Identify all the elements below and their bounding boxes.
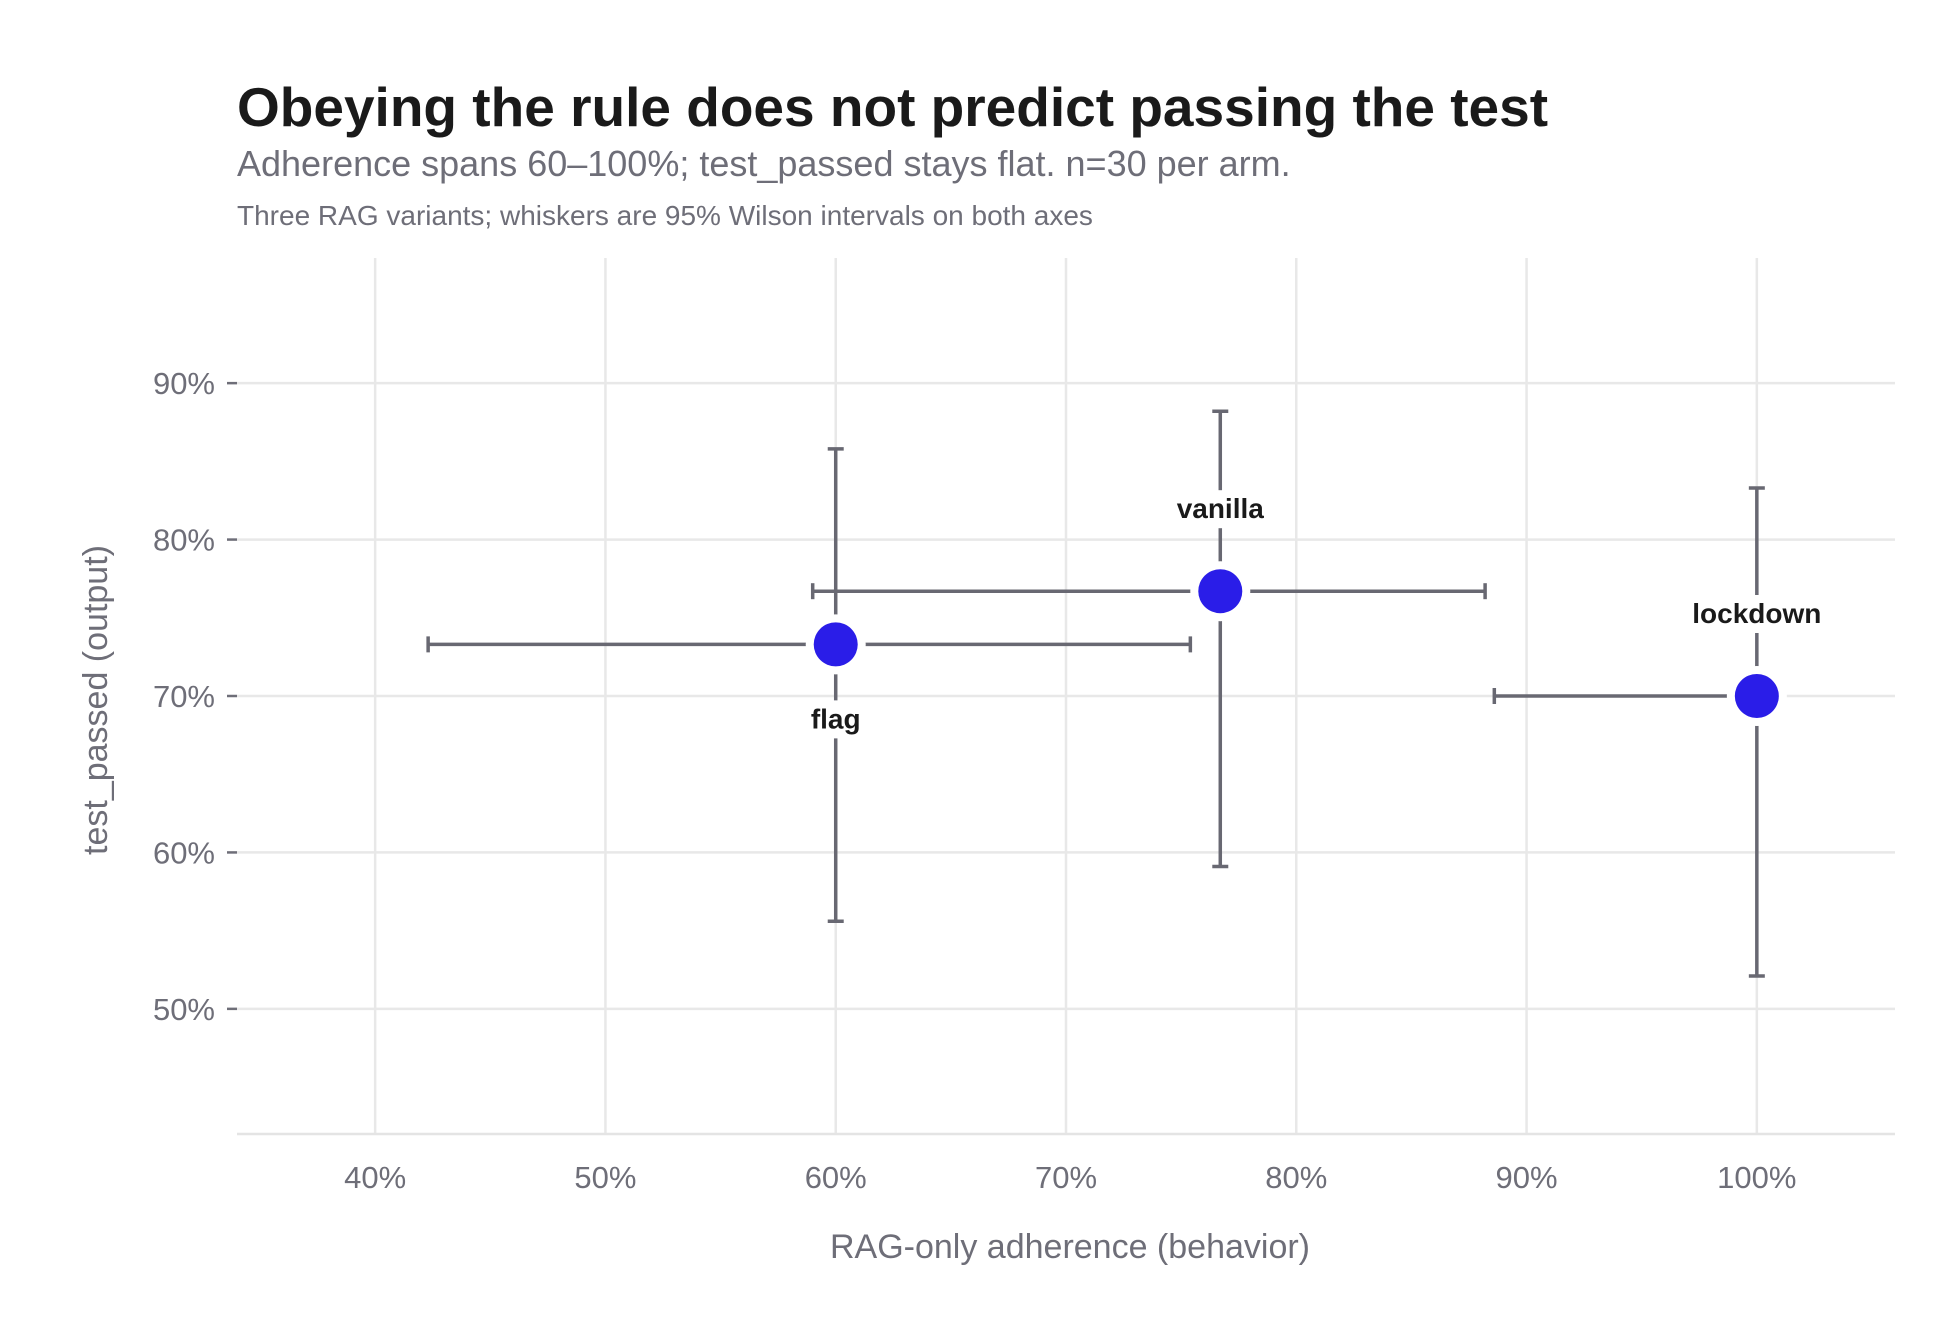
point-labels: flag vanilla lockdown [793, 490, 1831, 739]
point-label-bg [1682, 595, 1831, 633]
y-tick-label: 80% [153, 523, 215, 558]
point-label-lockdown: lockdown [1692, 598, 1821, 629]
point-vanilla [1198, 569, 1243, 614]
point-label-vanilla: vanilla [1177, 493, 1265, 524]
point-lockdown [1734, 674, 1779, 718]
x-tick-label: 100% [1717, 1160, 1796, 1195]
error-bars [426, 409, 1765, 978]
point-label-bg [793, 700, 878, 739]
x-tick-label: 90% [1496, 1160, 1558, 1195]
x-tick-label: 80% [1265, 1160, 1327, 1195]
y-tick-label: 90% [153, 366, 215, 401]
y-tick-label: 50% [153, 992, 215, 1027]
data-points [805, 561, 1787, 726]
y-axis-title: test_passed (output) [77, 545, 115, 855]
point-label-bg [1154, 490, 1287, 529]
chart-title: Obeying the rule does not predict passin… [237, 76, 1548, 138]
point-flag [813, 622, 858, 667]
x-tick-label: 50% [574, 1160, 636, 1195]
x-tick-label: 60% [805, 1160, 867, 1195]
chart-caption: Three RAG variants; whiskers are 95% Wil… [237, 200, 1093, 231]
x-tick-label: 40% [344, 1160, 406, 1195]
error-bar-lockdown [1492, 486, 1765, 978]
error-bar-vanilla [810, 409, 1487, 869]
x-axis-title: RAG-only adherence (behavior) [830, 1228, 1310, 1266]
axes: 40% 50% 60% 70% 80% 90% 100% 50% 60% 70% 80% 90% [153, 366, 1895, 1195]
point-label-flag: flag [811, 703, 861, 734]
chart-subtitle: Adherence spans 60–100%; test_passed sta… [237, 143, 1291, 184]
y-tick-label: 60% [153, 835, 215, 870]
error-bar-flag [426, 447, 1193, 924]
x-tick-label: 70% [1035, 1160, 1097, 1195]
y-tick-label: 70% [153, 679, 215, 714]
